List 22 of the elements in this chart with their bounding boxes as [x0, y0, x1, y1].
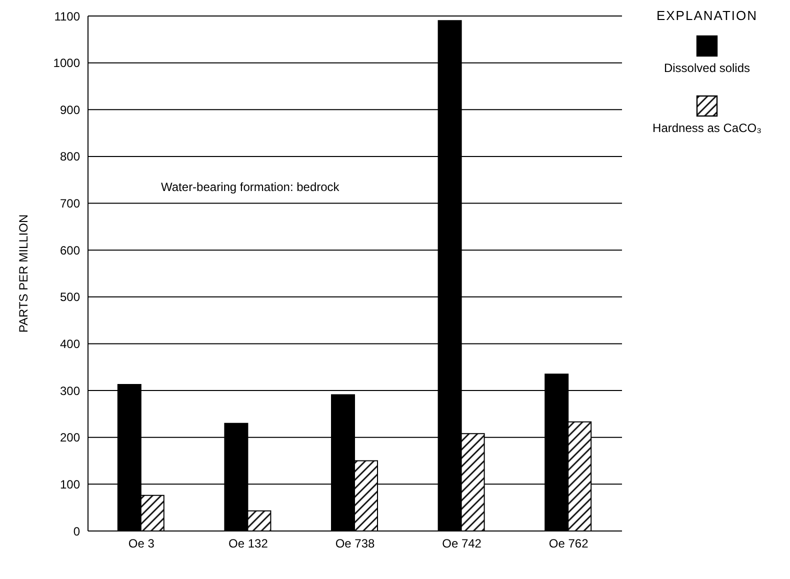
annotation: Water-bearing formation: bedrock: [158, 180, 342, 194]
legend-label: Dissolved solids: [662, 61, 752, 75]
y-tick-label: 900: [60, 102, 80, 117]
x-tick-label: Oe 762: [548, 536, 589, 551]
y-tick-label: 600: [60, 243, 80, 258]
y-tick-label: 100: [60, 477, 80, 492]
y-tick-label: 1100: [54, 9, 80, 24]
x-tick-label: Oe 132: [228, 536, 268, 551]
y-tick-label: 700: [60, 196, 80, 211]
y-axis-title: PARTS PER MILLION: [16, 214, 30, 333]
y-tick-label: 400: [60, 336, 80, 351]
legend-title: EXPLANATION: [655, 8, 759, 23]
y-tick-label: 800: [60, 150, 80, 164]
y-tick-label: 200: [60, 430, 80, 445]
x-tick-label: Oe 742: [442, 536, 482, 551]
y-tick-label: 0: [73, 524, 80, 538]
y-tick-label: 1000: [53, 56, 80, 70]
x-tick-label: Oe 738: [335, 536, 375, 551]
legend-label: Hardness as CaCO₃: [652, 121, 762, 135]
y-tick-label: 500: [60, 290, 80, 304]
y-tick-label: 300: [60, 384, 80, 398]
x-tick-label: Oe 3: [128, 536, 155, 551]
